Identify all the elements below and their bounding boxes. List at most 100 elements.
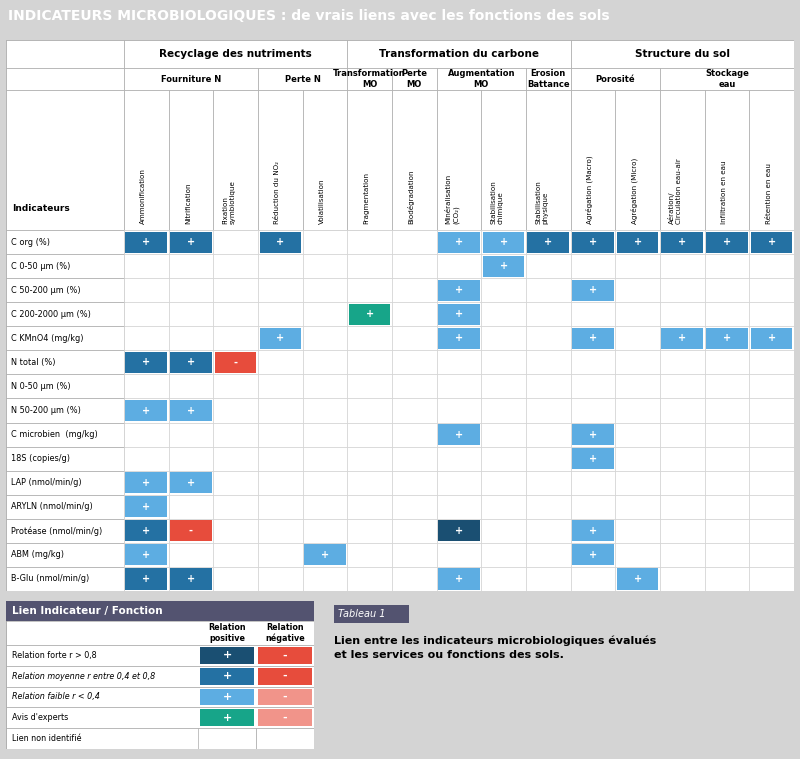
- Bar: [615, 351, 660, 374]
- Bar: [347, 254, 392, 278]
- Bar: [258, 326, 302, 351]
- Bar: [750, 398, 794, 423]
- Text: Relation faible r < 0,4: Relation faible r < 0,4: [12, 692, 100, 701]
- Text: +: +: [187, 405, 195, 415]
- Bar: [6, 326, 124, 351]
- Bar: [482, 230, 526, 254]
- Bar: [215, 352, 257, 373]
- Bar: [124, 278, 169, 302]
- Bar: [750, 519, 794, 543]
- Bar: [438, 328, 480, 349]
- Text: +: +: [222, 692, 232, 702]
- Bar: [751, 231, 793, 253]
- Bar: [302, 230, 347, 254]
- Bar: [258, 446, 302, 471]
- Bar: [124, 351, 169, 374]
- Bar: [572, 521, 614, 541]
- Bar: [615, 423, 660, 446]
- Text: +: +: [589, 285, 597, 295]
- Bar: [6, 495, 124, 519]
- Bar: [169, 495, 214, 519]
- Text: Relation forte r > 0,8: Relation forte r > 0,8: [12, 651, 97, 660]
- Text: Lien entre les indicateurs microbiologiques évalués
et les services ou fonctions: Lien entre les indicateurs microbiologiq…: [334, 635, 656, 660]
- Bar: [483, 256, 525, 276]
- Bar: [6, 601, 314, 621]
- Bar: [6, 398, 124, 423]
- Bar: [437, 90, 482, 230]
- Bar: [126, 352, 167, 373]
- Text: Tableau 1: Tableau 1: [338, 609, 386, 619]
- Bar: [302, 374, 347, 398]
- Bar: [615, 543, 660, 567]
- Bar: [615, 230, 660, 254]
- Text: N 0-50 μm (%): N 0-50 μm (%): [11, 382, 70, 391]
- Text: +: +: [455, 526, 463, 536]
- Bar: [124, 567, 169, 591]
- Bar: [347, 326, 392, 351]
- Text: +: +: [187, 357, 195, 367]
- Bar: [660, 543, 705, 567]
- Bar: [570, 543, 615, 567]
- Bar: [124, 374, 169, 398]
- Bar: [705, 495, 750, 519]
- Bar: [6, 90, 124, 230]
- Bar: [258, 351, 302, 374]
- Text: +: +: [142, 237, 150, 247]
- Bar: [526, 68, 570, 90]
- Bar: [258, 374, 302, 398]
- Text: C 50-200 μm (%): C 50-200 μm (%): [11, 285, 81, 294]
- Bar: [482, 326, 526, 351]
- Bar: [124, 495, 169, 519]
- Bar: [526, 519, 570, 543]
- Bar: [258, 647, 312, 664]
- Bar: [302, 326, 347, 351]
- Bar: [750, 90, 794, 230]
- Bar: [615, 495, 660, 519]
- Bar: [482, 423, 526, 446]
- Bar: [705, 471, 750, 495]
- Bar: [214, 471, 258, 495]
- Bar: [6, 351, 124, 374]
- Text: Biodégradation: Biodégradation: [407, 169, 414, 224]
- Bar: [6, 254, 124, 278]
- Text: +: +: [678, 333, 686, 343]
- Bar: [437, 351, 482, 374]
- Bar: [482, 471, 526, 495]
- Bar: [482, 543, 526, 567]
- Bar: [214, 254, 258, 278]
- Bar: [169, 543, 214, 567]
- Bar: [302, 302, 347, 326]
- Bar: [482, 398, 526, 423]
- Bar: [705, 543, 750, 567]
- Bar: [347, 567, 392, 591]
- Bar: [169, 230, 214, 254]
- Bar: [750, 230, 794, 254]
- Bar: [258, 68, 347, 90]
- Bar: [258, 543, 302, 567]
- Text: Stockage
eau: Stockage eau: [705, 69, 749, 89]
- Text: +: +: [222, 671, 232, 681]
- Bar: [437, 519, 482, 543]
- Bar: [169, 278, 214, 302]
- Bar: [347, 90, 392, 230]
- Bar: [437, 471, 482, 495]
- Bar: [126, 400, 167, 421]
- Text: Relation
négative: Relation négative: [265, 623, 305, 643]
- Bar: [258, 254, 302, 278]
- Bar: [200, 688, 254, 705]
- Text: Fragmentation: Fragmentation: [364, 172, 370, 224]
- Bar: [392, 68, 437, 90]
- Bar: [482, 90, 526, 230]
- Bar: [438, 279, 480, 301]
- Bar: [347, 543, 392, 567]
- Text: -: -: [282, 713, 287, 723]
- Text: Porosité: Porosité: [595, 74, 635, 83]
- Text: +: +: [678, 237, 686, 247]
- Bar: [438, 304, 480, 325]
- Bar: [660, 302, 705, 326]
- Bar: [6, 446, 124, 471]
- Bar: [347, 471, 392, 495]
- Bar: [392, 398, 437, 423]
- Bar: [437, 254, 482, 278]
- Text: Protéase (nmol/min/g): Protéase (nmol/min/g): [11, 526, 102, 536]
